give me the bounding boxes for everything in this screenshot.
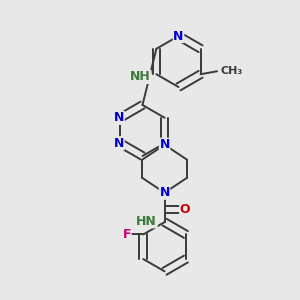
Text: N: N [114,111,124,124]
Text: N: N [159,186,170,199]
Text: O: O [180,203,190,216]
Text: N: N [114,137,124,150]
Text: CH₃: CH₃ [221,66,243,76]
Text: NH: NH [130,70,151,83]
Text: HN: HN [136,215,157,228]
Text: N: N [173,29,184,43]
Text: F: F [122,228,131,241]
Text: N: N [159,138,170,151]
